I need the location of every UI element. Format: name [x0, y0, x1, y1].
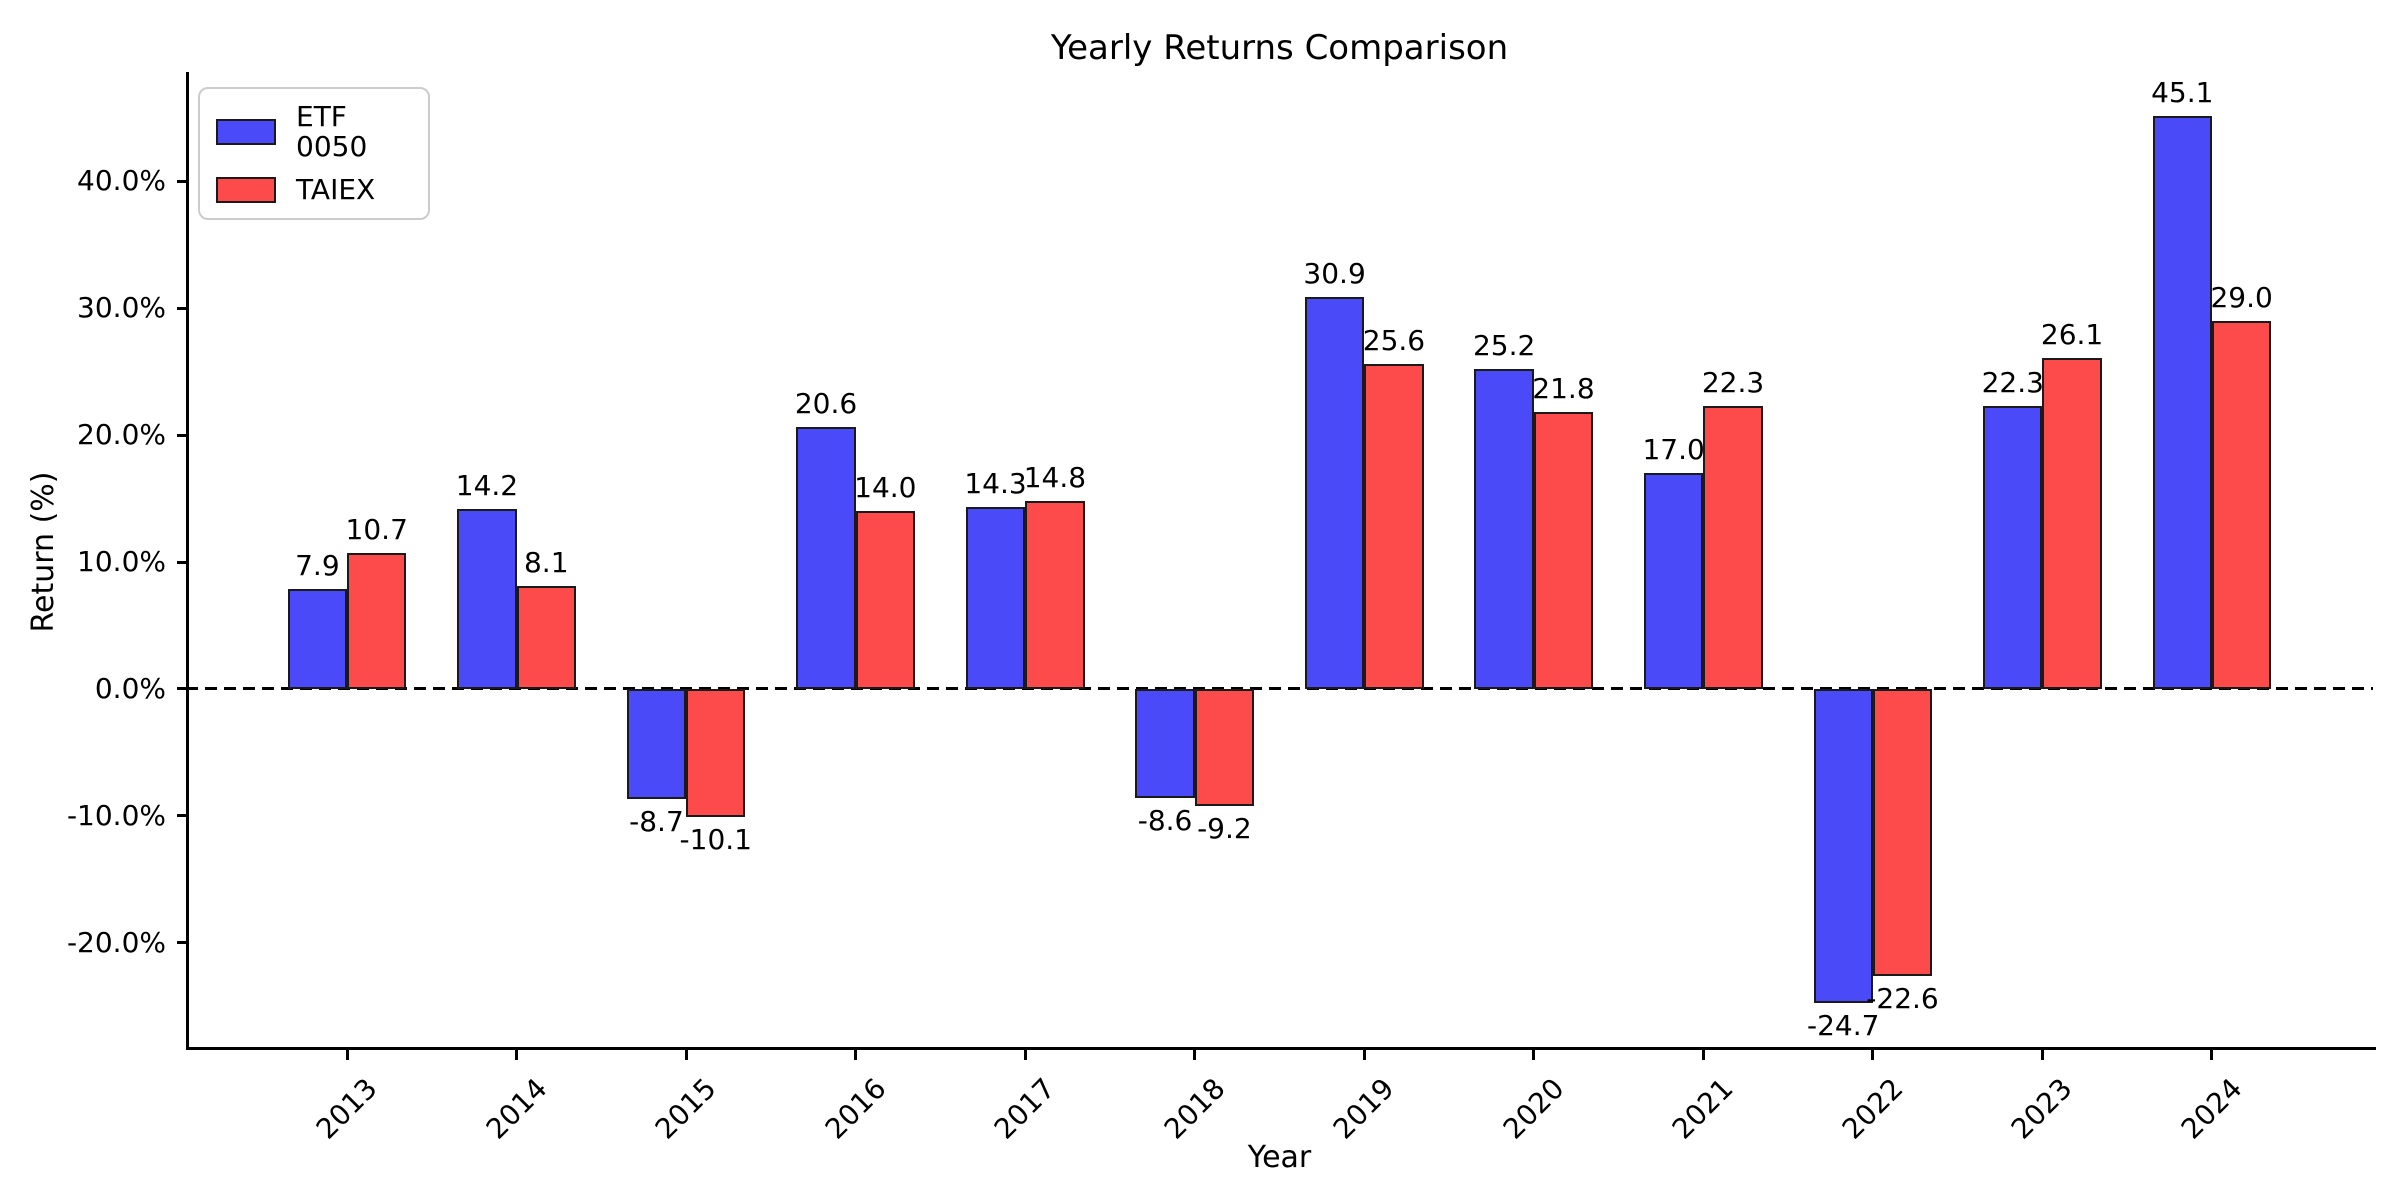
y-tick-mark — [177, 433, 186, 437]
bar-value-label: 17.0 — [1642, 433, 1705, 467]
bar-value-label: -8.6 — [1137, 804, 1193, 838]
bar-taiex-2023 — [2042, 357, 2102, 689]
bar-taiex-2020 — [1533, 412, 1594, 689]
y-tick-label: 30.0% — [77, 291, 166, 325]
legend-label-taiex: TAIEX — [296, 173, 376, 206]
bar-value-label: 29.0 — [2210, 280, 2273, 314]
x-axis-label: Year — [1247, 1140, 1312, 1175]
bar-taiex-2021 — [1703, 405, 1763, 689]
bar-etf-0050-2014 — [457, 508, 517, 689]
x-tick-mark — [1701, 1050, 1705, 1060]
bar-value-label: 22.3 — [1701, 365, 1765, 399]
bar-etf-0050-2013 — [287, 588, 348, 689]
bar-taiex-2014 — [516, 586, 576, 689]
legend-label-etf-0050: ETF 0050 — [296, 100, 368, 163]
y-tick-mark — [177, 814, 186, 818]
bar-value-label: 8.1 — [523, 546, 569, 580]
y-tick-label: -10.0% — [66, 798, 166, 832]
bar-value-label: 21.8 — [1532, 372, 1595, 406]
y-tick-mark — [177, 941, 186, 945]
bar-etf-0050-2016 — [796, 427, 856, 689]
bar-value-label: 26.1 — [2040, 317, 2104, 351]
y-tick-label: 10.0% — [77, 545, 166, 579]
bar-value-label: 20.6 — [794, 387, 858, 421]
x-tick-mark — [1023, 1050, 1027, 1060]
y-tick-mark — [177, 687, 186, 691]
legend: ETF 0050 TAIEX — [198, 87, 430, 220]
x-tick-mark — [684, 1050, 688, 1060]
x-tick-mark — [2040, 1050, 2044, 1060]
bar-taiex-2017 — [1025, 501, 1085, 689]
bar-value-label: 14.0 — [854, 471, 917, 505]
bar-value-label: -22.6 — [1866, 981, 1939, 1015]
legend-swatch-taiex — [216, 177, 276, 203]
legend-entry-etf-0050: ETF 0050 — [216, 102, 412, 162]
x-tick-mark — [515, 1050, 519, 1060]
bar-etf-0050-2017 — [965, 507, 1026, 689]
bar-value-label: 7.9 — [295, 548, 340, 582]
bar-taiex-2016 — [855, 511, 915, 689]
x-tick-mark — [1193, 1050, 1197, 1060]
bar-value-label: -8.7 — [629, 805, 684, 839]
bar-value-label: 45.1 — [2151, 76, 2214, 110]
bar-etf-0050-2021 — [1644, 473, 1704, 689]
y-tick-label: -20.0% — [66, 925, 166, 959]
bar-value-label: 14.8 — [1023, 461, 1087, 495]
y-tick-label: 0.0% — [94, 671, 166, 705]
bar-value-label: 14.3 — [964, 467, 1027, 501]
bar-etf-0050-2015 — [626, 688, 687, 800]
bar-taiex-2018 — [1194, 688, 1255, 806]
bar-value-label: -9.2 — [1197, 811, 1252, 845]
plot-area — [186, 72, 2376, 1050]
y-tick-label: 20.0% — [77, 418, 166, 452]
x-tick-mark — [1362, 1050, 1366, 1060]
y-tick-mark — [177, 179, 186, 183]
bar-etf-0050-2023 — [1983, 405, 2043, 689]
bar-value-label: 10.7 — [345, 513, 408, 547]
bar-value-label: 25.6 — [1362, 323, 1426, 357]
x-tick-mark — [345, 1050, 349, 1060]
legend-entry-taiex: TAIEX — [216, 175, 412, 205]
y-tick-label: 40.0% — [77, 164, 166, 198]
bar-taiex-2024 — [2211, 320, 2272, 689]
bar-etf-0050-2024 — [2152, 116, 2212, 689]
bar-etf-0050-2019 — [1304, 296, 1365, 689]
x-tick-mark — [854, 1050, 858, 1060]
y-tick-mark — [177, 306, 186, 310]
bar-etf-0050-2022 — [1813, 688, 1873, 1003]
bar-value-label: 30.9 — [1303, 256, 1366, 290]
bar-taiex-2015 — [686, 688, 746, 818]
legend-swatch-etf-0050 — [216, 119, 276, 145]
chart-title: Yearly Returns Comparison — [1050, 28, 1509, 68]
bar-etf-0050-2018 — [1135, 688, 1195, 799]
bar-value-label: -10.1 — [679, 823, 752, 857]
bar-value-label: 25.2 — [1472, 329, 1536, 363]
bar-taiex-2022 — [1872, 688, 1933, 976]
x-tick-mark — [1871, 1050, 1875, 1060]
bar-value-label: 22.3 — [1981, 365, 2044, 399]
y-tick-mark — [177, 560, 186, 564]
bar-value-label: 14.2 — [455, 468, 519, 502]
zero-baseline — [186, 687, 2373, 691]
bar-value-label: -24.7 — [1806, 1008, 1880, 1042]
bar-taiex-2013 — [347, 553, 407, 689]
x-tick-mark — [2210, 1050, 2214, 1060]
bar-etf-0050-2020 — [1474, 369, 1534, 689]
x-tick-mark — [1532, 1050, 1536, 1060]
bar-taiex-2019 — [1364, 363, 1424, 689]
